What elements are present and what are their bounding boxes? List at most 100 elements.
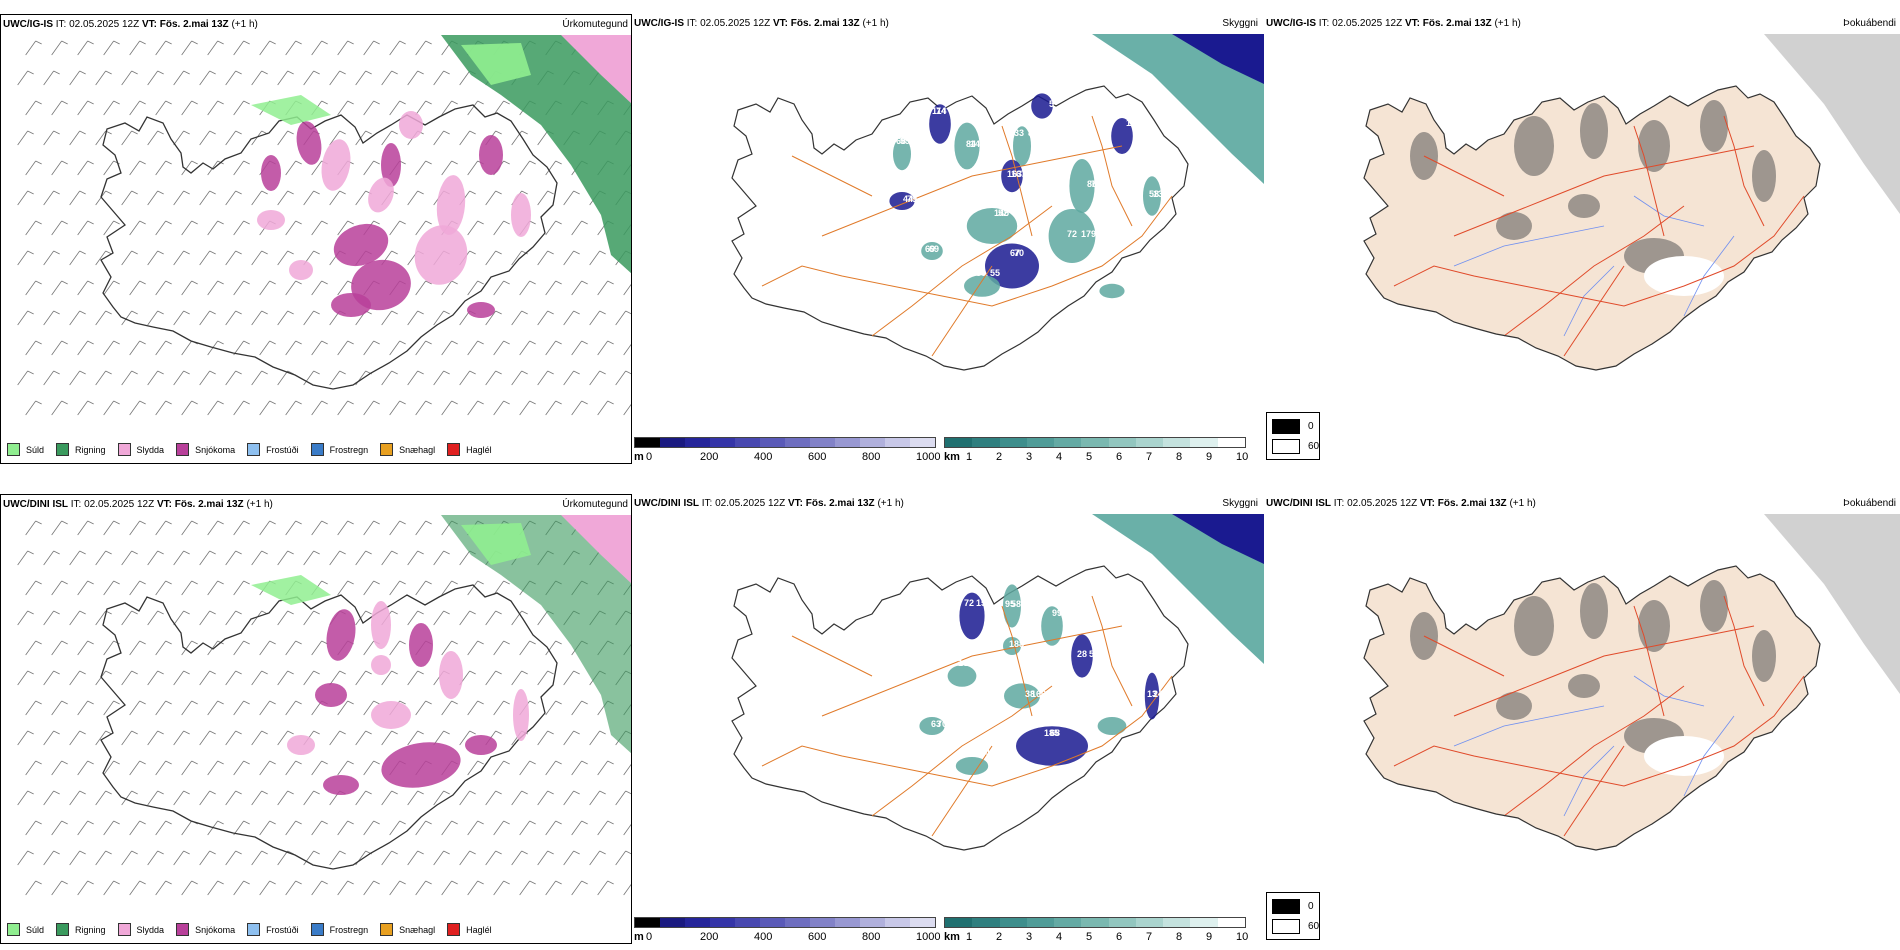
legend-label: Haglél — [466, 444, 492, 455]
ceiling-colorbar: m 0 200 400 600 800 1000 — [634, 917, 944, 944]
visibility-label: 35 — [1106, 708, 1116, 718]
visibility-tick: 9 — [1206, 451, 1213, 463]
legend-item: Frostúði — [247, 923, 299, 936]
legend-swatch — [176, 923, 190, 936]
iceland-outline — [1363, 565, 1821, 851]
legend-item: Snæhagl — [380, 923, 435, 936]
fog-legend: 0 60 — [1266, 892, 1320, 940]
panel-title: UWC/IG-IS IT: 02.05.2025 12Z VT: Fös. 2.… — [634, 18, 889, 29]
ceiling-tick: 0 — [646, 931, 653, 943]
legend-label: Rigning — [75, 924, 106, 935]
precip-areas — [251, 515, 631, 795]
visibility-label: 14 — [970, 139, 980, 149]
visibility-label: 68 — [1050, 728, 1060, 738]
legend-label: Snæhagl — [399, 924, 436, 935]
visibility-label: 70 — [937, 719, 947, 729]
legend-swatch — [247, 443, 261, 456]
visibility-label: 5 — [1049, 99, 1054, 109]
panel-title: UWC/DINI ISL IT: 02.05.2025 12Z VT: Fös.… — [634, 498, 904, 509]
cloud-map: 72 58 70 28 132 166 68 70 35 24 245 188 152 95 99 57 10 3… — [731, 514, 1264, 851]
roads — [1393, 595, 1805, 837]
visibility-label: 52 — [998, 208, 1008, 218]
visibility-label: 135 — [1153, 189, 1168, 199]
rivers — [1453, 195, 1735, 337]
visibility-tick: 3 — [1026, 931, 1033, 943]
visibility-value-labels: 1148481631451796780684455581169127574143… — [896, 99, 1168, 283]
legend-swatch — [56, 923, 70, 936]
visibility-tick: 10 — [1236, 931, 1249, 943]
visibility-tick: 7 — [1146, 931, 1153, 943]
visibility-tick: 9 — [1206, 931, 1213, 943]
visibility-label: 114 — [932, 106, 947, 116]
visibility-tick: 5 — [1086, 931, 1093, 943]
legend-swatch — [176, 443, 190, 456]
legend-label: Haglél — [466, 924, 492, 935]
legend-label: Frostregn — [329, 444, 369, 455]
visibility-label: 24 — [1153, 689, 1163, 699]
visibility-label: 245 — [980, 748, 995, 758]
fog-swatch — [1272, 439, 1300, 454]
cloud-panel-row2: UWC/DINI ISL IT: 02.05.2025 12Z VT: Fös.… — [632, 494, 1264, 944]
panel-type-label: Skyggni — [1222, 498, 1258, 509]
fog-legend-value: 0 — [1308, 421, 1314, 432]
legend-label: Frostúði — [266, 924, 299, 935]
visibility-tick: 1 — [966, 451, 973, 463]
ceiling-tick: 800 — [862, 931, 881, 943]
visibility-label: 68 — [896, 136, 906, 146]
legend-item: Frostregn — [310, 443, 369, 456]
ceiling-tick: 600 — [808, 451, 827, 463]
legend-swatch — [380, 923, 394, 936]
visibility-label: 28 — [1077, 649, 1087, 659]
visibility-label: 84 — [966, 139, 976, 149]
visibility-tick: 2 — [996, 931, 1003, 943]
precip-map — [17, 35, 631, 416]
visibility-label: 13 — [1147, 689, 1157, 699]
legend-item: Snjókoma — [176, 923, 235, 936]
fog-areas — [1410, 514, 1900, 776]
visibility-label: 33 — [1014, 128, 1024, 138]
roads — [1393, 115, 1805, 357]
legend-item: Frostregn — [310, 923, 369, 936]
ceiling-colorbar: m 0 200 400 600 800 1000 — [634, 437, 944, 464]
legend-label: Slydda — [136, 444, 165, 455]
precip-panel-row1: UWC/IG-IS IT: 02.05.2025 12Z VT: Fös. 2.… — [0, 14, 632, 464]
legend-label: Frostregn — [329, 924, 369, 935]
ceiling-tick: 600 — [808, 931, 827, 943]
visibility-label: 10 — [958, 658, 968, 668]
legend-item: Frostúði — [247, 443, 299, 456]
legend-item: Súld — [7, 443, 44, 456]
visibility-label: 152 — [976, 598, 991, 608]
visibility-label: 58 — [1149, 189, 1159, 199]
visibility-value-labels: 72 58 70 28 132 166 68 70 35 24 245 188 152 95 99 57 10 3… — [931, 598, 1163, 758]
visibility-tick: 4 — [1056, 451, 1063, 463]
visibility-tick: 3 — [1026, 451, 1033, 463]
visibility-label: 76 — [1091, 179, 1101, 189]
legend-item: Súld — [7, 923, 44, 936]
visibility-label: 99 — [1052, 608, 1062, 618]
visibility-tick: 2 — [996, 451, 1003, 463]
legend-label: Súld — [26, 924, 45, 935]
ceiling-tick: 400 — [754, 931, 773, 943]
cloud-map: 1148481631451796780684455581169127574143… — [731, 34, 1264, 371]
legend-item: Snjókoma — [176, 443, 235, 456]
legend-label: Snæhagl — [399, 444, 436, 455]
ceiling-tick: 200 — [700, 931, 719, 943]
legend-swatch — [7, 443, 20, 456]
visibility-label: 166 — [1031, 689, 1046, 699]
visibility-label: 80 — [976, 268, 986, 278]
wind-barbs — [17, 520, 631, 896]
visibility-label: 80 — [1087, 179, 1097, 189]
precip-panel-row2: UWC/DINI ISL IT: 02.05.2025 12Z VT: Fös.… — [0, 494, 632, 944]
ceiling-tick: 1000 — [916, 931, 941, 943]
legend-swatch — [310, 443, 324, 456]
rivers — [1453, 675, 1735, 817]
visibility-label: 202 — [1118, 708, 1133, 718]
visibility-label: 8 — [1028, 128, 1033, 138]
visibility-label: 55 — [990, 268, 1000, 278]
legend-swatch — [117, 923, 131, 936]
visibility-label: 79 — [907, 194, 917, 204]
ceiling-tick: 1000 — [916, 451, 941, 463]
legend-item: Haglél — [447, 443, 492, 456]
visibility-label: 163 — [1007, 169, 1022, 179]
iceland-outline — [731, 565, 1189, 851]
